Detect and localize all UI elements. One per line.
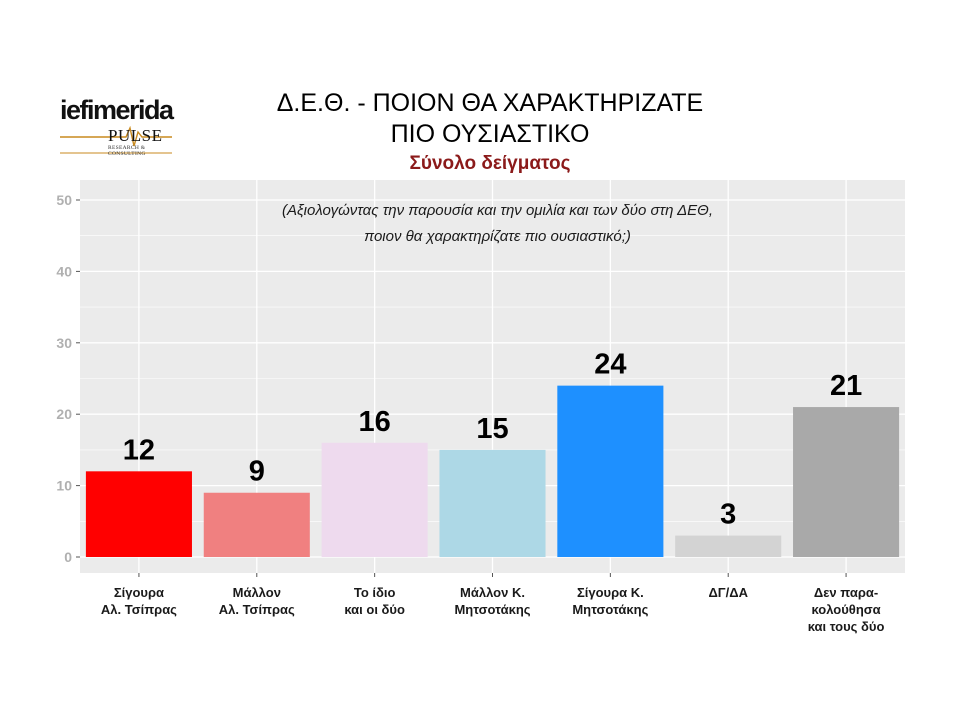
x-tick-label-line: Μάλλον Κ.	[460, 585, 525, 600]
bar	[557, 385, 664, 557]
x-tick-label-line: Σίγουρα	[114, 585, 164, 600]
x-tick-label-line: και τους δύο	[808, 619, 885, 634]
x-tick-label-line: Το ίδιο	[354, 585, 396, 600]
bars	[85, 385, 900, 557]
logo-tagline: RESEARCH & CONSULTING	[108, 145, 146, 157]
chart-annotation: (Αξιολογώντας την παρουσία και την ομιλί…	[282, 202, 713, 245]
x-tick-label-line: Μάλλον	[233, 585, 281, 600]
x-tick-label: Το ίδιο και οι δύο	[344, 585, 405, 617]
bar	[793, 407, 900, 557]
value-labels: 12 9 16 15 24 3 21	[123, 349, 862, 531]
bar-value-label: 15	[476, 413, 508, 445]
y-tick-label: 20	[56, 406, 72, 422]
x-tick-label-line: Αλ. Τσίπρας	[219, 602, 295, 617]
brand-logo: iefimerida PULSE RESEARCH & CONSULTING	[60, 95, 174, 157]
annotation-line: ποιον θα χαρακτηρίζατε πιο ουσιαστικό;)	[364, 228, 631, 245]
bar-value-label: 9	[249, 456, 265, 488]
chart-title: Δ.Ε.Θ. - ΠΟΙΟΝ ΘΑ ΧΑΡΑΚΤΗΡΙΖΑΤΕ ΠΙΟ ΟΥΣΙ…	[200, 88, 780, 150]
bar-value-label: 24	[594, 349, 626, 381]
y-tick-label: 50	[56, 192, 72, 208]
bar-value-label: 16	[359, 406, 391, 438]
x-tick-label-line: ΔΓ/ΔΑ	[708, 585, 748, 600]
y-axis: 0 10 20 30 40 50	[56, 192, 80, 565]
y-tick-label: 40	[56, 263, 72, 279]
y-tick-label: 0	[64, 549, 72, 565]
bar-value-label: 3	[720, 499, 736, 531]
x-tick-label: Μάλλον Αλ. Τσίπρας	[219, 585, 295, 617]
x-tick-label-line: Σίγουρα Κ.	[577, 585, 644, 600]
x-tick-label-line: Μητσοτάκης	[454, 602, 530, 617]
logo-pulse-text: PULSE	[108, 126, 163, 145]
x-tick-label-line: και οι δύο	[344, 602, 405, 617]
annotation-line: (Αξιολογώντας την παρουσία και την ομιλί…	[282, 202, 713, 219]
bar-value-label: 12	[123, 434, 155, 466]
logo-wordmark: iefimerida	[60, 95, 174, 125]
y-tick-label: 10	[56, 478, 72, 494]
logo-pulse-mark: PULSE RESEARCH & CONSULTING	[60, 126, 172, 157]
x-tick-label-line: Δεν παρα-	[814, 585, 878, 600]
chart-title-line-2: ΠΙΟ ΟΥΣΙΑΣΤΙΚΟ	[390, 120, 590, 148]
x-tick-label: Μάλλον Κ. Μητσοτάκης	[454, 585, 530, 617]
x-tick-label: Σίγουρα Κ. Μητσοτάκης	[572, 585, 648, 617]
bar	[203, 492, 310, 557]
chart-subtitle: Σύνολο δείγματος	[409, 153, 571, 174]
x-tick-label: Σίγουρα Αλ. Τσίπρας	[101, 585, 177, 617]
x-tick-label-line: Αλ. Τσίπρας	[101, 602, 177, 617]
chart-title-line-1: Δ.Ε.Θ. - ΠΟΙΟΝ ΘΑ ΧΑΡΑΚΤΗΡΙΖΑΤΕ	[276, 89, 704, 117]
y-tick-label: 30	[56, 335, 72, 351]
bar	[675, 535, 782, 557]
x-tick-label-line: Μητσοτάκης	[572, 602, 648, 617]
bar	[85, 471, 192, 557]
x-tick-label: ΔΓ/ΔΑ	[708, 585, 748, 600]
x-tick-label: Δεν παρα-κολούθησα και τους δύο	[808, 585, 885, 634]
bar-value-label: 21	[830, 370, 862, 402]
pulse-wave-icon	[60, 126, 172, 154]
x-tick-label-line: κολούθησα	[811, 602, 880, 617]
x-axis: Σίγουρα Αλ. Τσίπρας Μάλλον Αλ. Τσίπρας Το ίδ…	[101, 573, 885, 634]
bar	[439, 449, 546, 557]
bar	[321, 442, 428, 557]
